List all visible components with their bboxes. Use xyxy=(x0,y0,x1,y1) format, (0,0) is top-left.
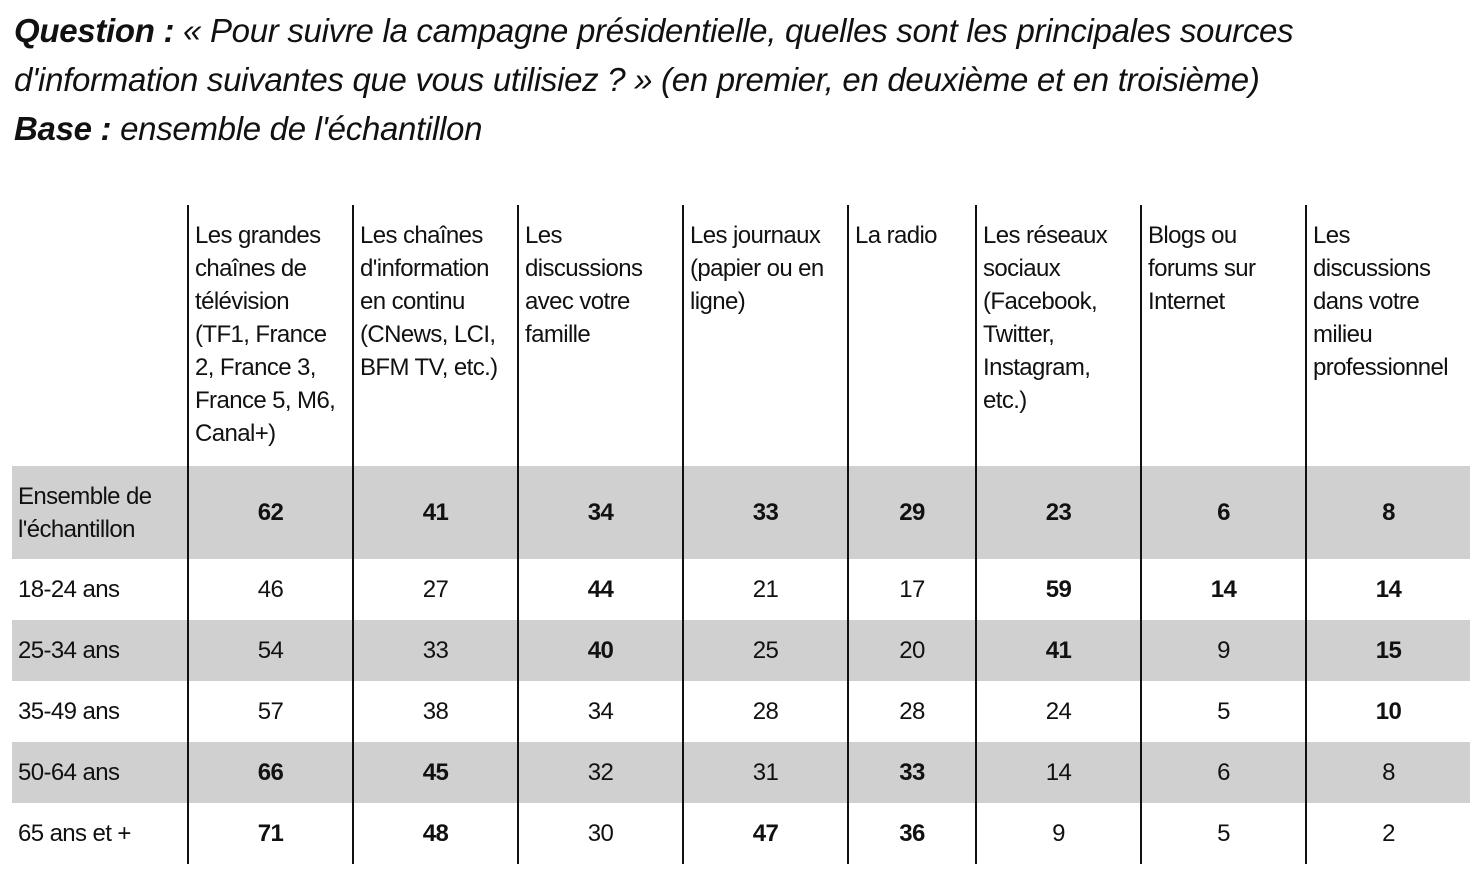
row-label: 18-24 ans xyxy=(18,576,120,603)
table-row: 50-64 ans 66 45 32 31 33 14 6 8 xyxy=(12,742,1470,803)
column-header: La radio xyxy=(847,205,976,466)
cell-value: 44 xyxy=(517,559,683,620)
cell-value: 46 xyxy=(187,559,353,620)
base: Base : ensemble de l'échantillon xyxy=(14,104,1454,153)
cell-value: 5 xyxy=(1140,681,1306,742)
column-header: Les réseaux sociaux (Facebook, Twitter, … xyxy=(975,205,1141,466)
table-row: 25-34 ans 54 33 40 25 20 41 9 15 xyxy=(12,620,1470,681)
column-header: Les grandes chaînes de télévision (TF1, … xyxy=(187,205,353,466)
cell-value: 14 xyxy=(1140,559,1306,620)
cell-value: 28 xyxy=(847,681,976,742)
cell-value: 62 xyxy=(187,466,353,559)
table-row: 35-49 ans 57 38 34 28 28 24 5 10 xyxy=(12,681,1470,742)
column-header: Blogs ou forums sur Internet xyxy=(1140,205,1306,466)
cell-value: 32 xyxy=(517,742,683,803)
cell-value: 15 xyxy=(1305,620,1470,681)
cell-value: 57 xyxy=(187,681,353,742)
base-label: Base : xyxy=(14,110,112,147)
cell-value: 9 xyxy=(1140,620,1306,681)
cell-value: 33 xyxy=(847,742,976,803)
cell-value: 66 xyxy=(187,742,353,803)
cell-value: 14 xyxy=(975,742,1141,803)
row-label: 35-49 ans xyxy=(18,698,120,725)
cell-value: 41 xyxy=(352,466,518,559)
cell-value: 29 xyxy=(847,466,976,559)
question-label: Question : xyxy=(14,12,175,49)
cell-value: 30 xyxy=(517,803,683,864)
cell-value: 34 xyxy=(517,681,683,742)
results-table: Les grandes chaînes de télévision (TF1, … xyxy=(12,205,1470,864)
cell-value: 45 xyxy=(352,742,518,803)
column-header: Les chaînes d'information en continu (CN… xyxy=(352,205,518,466)
cell-value: 14 xyxy=(1305,559,1470,620)
row-label: 65 ans et + xyxy=(18,820,131,847)
question: Question : « Pour suivre la campagne pré… xyxy=(14,6,1454,104)
base-text: ensemble de l'échantillon xyxy=(120,110,483,147)
cell-value: 31 xyxy=(682,742,848,803)
cell-value: 10 xyxy=(1305,681,1470,742)
table-row: 18-24 ans 46 27 44 21 17 59 14 14 xyxy=(12,559,1470,620)
cell-value: 27 xyxy=(352,559,518,620)
cell-value: 41 xyxy=(975,620,1141,681)
cell-value: 8 xyxy=(1305,742,1470,803)
row-label: Ensemble de l'échantillon xyxy=(12,466,188,559)
cell-value: 5 xyxy=(1140,803,1306,864)
cell-value: 9 xyxy=(975,803,1141,864)
question-text: « Pour suivre la campagne présidentielle… xyxy=(14,12,1294,98)
corner xyxy=(12,205,188,466)
cell-value: 54 xyxy=(187,620,353,681)
cell-value: 8 xyxy=(1305,466,1470,559)
cell-value: 24 xyxy=(975,681,1141,742)
cell-value: 47 xyxy=(682,803,848,864)
cell-value: 33 xyxy=(352,620,518,681)
table-row: 65 ans et + 71 48 30 47 36 9 5 2 xyxy=(12,803,1470,864)
intro: Question : « Pour suivre la campagne pré… xyxy=(14,6,1454,153)
cell-value: 21 xyxy=(682,559,848,620)
cell-value: 28 xyxy=(682,681,848,742)
cell-value: 20 xyxy=(847,620,976,681)
row-label: 50-64 ans xyxy=(12,742,188,803)
cell-value: 6 xyxy=(1140,466,1306,559)
cell-value: 23 xyxy=(975,466,1141,559)
row-label: 25-34 ans xyxy=(12,620,188,681)
column-header: Les discussions avec votre famille xyxy=(517,205,683,466)
cell-value: 34 xyxy=(517,466,683,559)
cell-value: 33 xyxy=(682,466,848,559)
cell-value: 36 xyxy=(847,803,976,864)
table-row: Ensemble de l'échantillon 62 41 34 33 29 23 6 8 xyxy=(12,466,1470,559)
column-header: Les discussions dans votre milieu profes… xyxy=(1305,205,1470,466)
cell-value: 38 xyxy=(352,681,518,742)
column-header: Les journaux (papier ou en ligne) xyxy=(682,205,848,466)
header-row: Les grandes chaînes de télévision (TF1, … xyxy=(12,205,1470,466)
cell-value: 25 xyxy=(682,620,848,681)
cell-value: 48 xyxy=(352,803,518,864)
cell-value: 17 xyxy=(847,559,976,620)
cell-value: 40 xyxy=(517,620,683,681)
cell-value: 59 xyxy=(975,559,1141,620)
cell-value: 71 xyxy=(187,803,353,864)
cell-value: 6 xyxy=(1140,742,1306,803)
cell-value: 2 xyxy=(1305,803,1470,864)
table-body: Ensemble de l'échantillon 62 41 34 33 29 23 6 8 1… xyxy=(12,466,1470,864)
